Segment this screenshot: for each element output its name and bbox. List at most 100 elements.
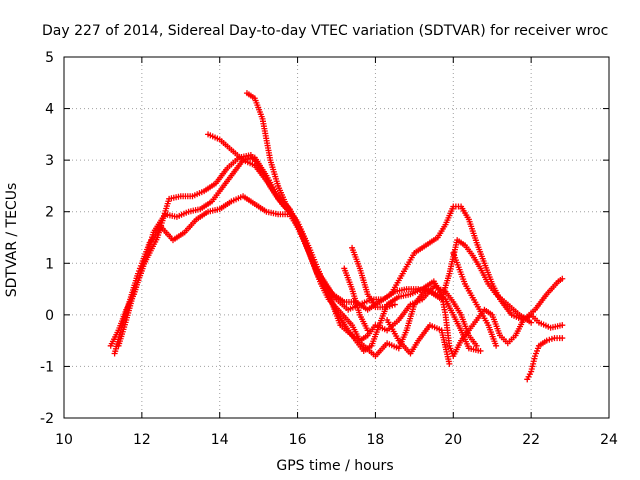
interpolated-markers (195, 210, 210, 222)
x-tick-label: 14 (211, 432, 229, 448)
interpolated-markers (530, 313, 540, 324)
data-point (528, 319, 535, 326)
interpolated-markers (486, 324, 499, 347)
interpolated-markers (466, 218, 479, 244)
interpolated-markers (339, 311, 354, 327)
interpolated-markers (474, 241, 487, 264)
interpolated-markers (546, 335, 555, 343)
interpolated-markers (357, 267, 370, 295)
interpolated-markers (478, 267, 491, 285)
data-point (364, 327, 371, 334)
interpolated-markers (335, 298, 350, 311)
x-tick-labels: 10 12 14 16 18 20 22 24 (55, 432, 618, 448)
interpolated-markers (471, 254, 483, 270)
interpolated-markers (147, 236, 160, 254)
interpolated-markers (482, 262, 495, 285)
interpolated-markers (374, 342, 389, 358)
interpolated-markers (218, 138, 233, 152)
interpolated-markers (554, 335, 563, 342)
series-track-7 (341, 265, 371, 334)
interpolated-markers (451, 314, 463, 332)
interpolated-markers (474, 303, 491, 326)
interpolated-markers (245, 91, 256, 100)
interpolated-markers (506, 303, 521, 317)
interpolated-markers (346, 329, 358, 342)
y-axis-label: SDTVAR / TECUs (4, 183, 20, 298)
interpolated-markers (498, 298, 514, 316)
interpolated-markers (155, 198, 172, 239)
interpolated-markers (349, 247, 362, 270)
interpolated-markers (230, 148, 245, 162)
interpolated-markers (451, 339, 463, 357)
interpolated-markers (116, 308, 129, 332)
interpolated-markers (463, 283, 479, 306)
data-point (477, 347, 484, 354)
interpolated-markers (533, 345, 541, 357)
interpolated-markers (537, 338, 548, 348)
interpolated-markers (354, 339, 366, 352)
interpolated-markers (276, 185, 288, 205)
interpolated-markers (408, 339, 420, 355)
interpolated-markers (451, 301, 463, 316)
interpolated-markers (513, 319, 526, 337)
interpolated-markers (421, 279, 435, 291)
interpolated-markers (159, 226, 175, 242)
interpolated-markers (525, 371, 533, 380)
interpolated-markers (249, 154, 261, 167)
interpolated-markers (439, 329, 452, 365)
interpolated-markers (369, 324, 382, 347)
chart-title: Day 227 of 2014, Sidereal Day-to-day VTE… (42, 23, 608, 39)
interpolated-markers (416, 324, 432, 342)
interpolated-markers (307, 247, 323, 277)
data-series (107, 90, 566, 383)
interpolated-markers (199, 199, 213, 211)
x-tick-label: 20 (444, 432, 462, 448)
interpolated-markers (116, 319, 129, 347)
interpolated-markers (386, 302, 396, 310)
x-tick-label: 22 (522, 432, 540, 448)
series-track-9 (524, 335, 566, 383)
interpolated-markers (429, 323, 443, 333)
interpolated-markers (511, 312, 525, 322)
interpolated-markers (365, 293, 378, 308)
interpolated-markers (385, 319, 401, 342)
interpolated-markers (463, 244, 475, 257)
series-track-5 (243, 90, 566, 324)
interpolated-markers (443, 205, 456, 226)
interpolated-markers (214, 166, 230, 185)
interpolated-markers (483, 307, 494, 317)
data-point (493, 342, 500, 349)
interpolated-markers (436, 223, 448, 239)
interpolated-markers (108, 329, 121, 347)
interpolated-markers (171, 230, 186, 242)
interpolated-markers (362, 344, 373, 353)
y-tick-label: 0 (45, 308, 54, 324)
interpolated-markers (218, 199, 233, 211)
interpolated-markers (397, 303, 413, 322)
interpolated-markers (409, 297, 423, 307)
data-point (473, 342, 480, 349)
interpolated-markers (490, 314, 503, 337)
interpolated-markers (522, 308, 537, 322)
x-tick-label: 12 (133, 432, 151, 448)
interpolated-markers (413, 243, 428, 255)
interpolated-markers (506, 334, 517, 345)
interpolated-markers (350, 324, 362, 342)
plot-frame (63, 56, 610, 419)
y-tick-label: 3 (45, 153, 54, 169)
interpolated-markers (218, 174, 233, 193)
interpolated-markers (319, 283, 331, 301)
data-point (559, 275, 566, 282)
data-point (559, 322, 566, 329)
y-tick-label: -1 (40, 359, 54, 375)
interpolated-markers (432, 280, 444, 296)
x-tick-label: 10 (55, 432, 73, 448)
y-tick-label: 4 (45, 102, 54, 118)
interpolated-markers (295, 221, 312, 249)
y-tick-label: 5 (45, 50, 54, 66)
interpolated-markers (253, 202, 268, 214)
interpolated-markers (242, 194, 256, 206)
interpolated-markers (124, 293, 136, 311)
interpolated-markers (203, 181, 217, 193)
